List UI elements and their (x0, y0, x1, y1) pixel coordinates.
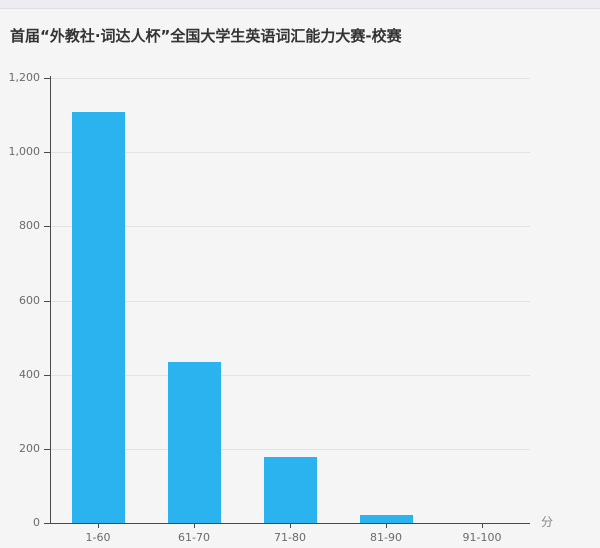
y-axis-tick (44, 152, 50, 153)
gridline (50, 78, 530, 79)
x-axis-category-label: 71-80 (274, 531, 306, 544)
y-axis-tick-label: 1,000 (8, 145, 41, 158)
gridline (50, 449, 530, 450)
y-axis-tick-label: 800 (19, 219, 40, 232)
y-axis-tick-label: 200 (19, 442, 40, 455)
y-axis-tick-label: 0 (33, 516, 40, 529)
x-axis-tick (194, 524, 195, 528)
y-axis-tick (44, 78, 50, 79)
x-axis-category-label: 81-90 (370, 531, 402, 544)
gridline (50, 301, 530, 302)
x-axis-tick (290, 524, 291, 528)
x-axis-unit-label: 分 (541, 515, 554, 529)
y-axis-tick-label: 1,200 (8, 71, 41, 84)
gridline (50, 226, 530, 227)
chart-title: 首届“外教社·词达人杯”全国大学生英语词汇能力大赛-校赛 (10, 27, 402, 45)
x-axis-tick (98, 524, 99, 528)
bar-71-80 (264, 457, 317, 523)
x-axis-category-label: 1-60 (85, 531, 111, 544)
y-axis-tick (44, 226, 50, 227)
y-axis-tick-label: 400 (19, 368, 40, 381)
x-axis-tick (386, 524, 387, 528)
gridline (50, 375, 530, 376)
y-axis-line (50, 76, 51, 523)
bar-61-70 (168, 362, 221, 523)
x-axis-line (50, 523, 530, 524)
bar-1-60 (72, 112, 125, 523)
y-axis-tick (44, 523, 50, 524)
y-axis-tick (44, 301, 50, 302)
y-axis-tick-label: 600 (19, 294, 40, 307)
y-axis-tick (44, 375, 50, 376)
gridline (50, 152, 530, 153)
x-axis-tick (482, 524, 483, 528)
x-axis-category-label: 61-70 (178, 531, 210, 544)
y-axis-tick (44, 449, 50, 450)
x-axis-category-label: 91-100 (462, 531, 502, 544)
bar-81-90 (360, 515, 413, 523)
window-top-strip (0, 0, 600, 9)
